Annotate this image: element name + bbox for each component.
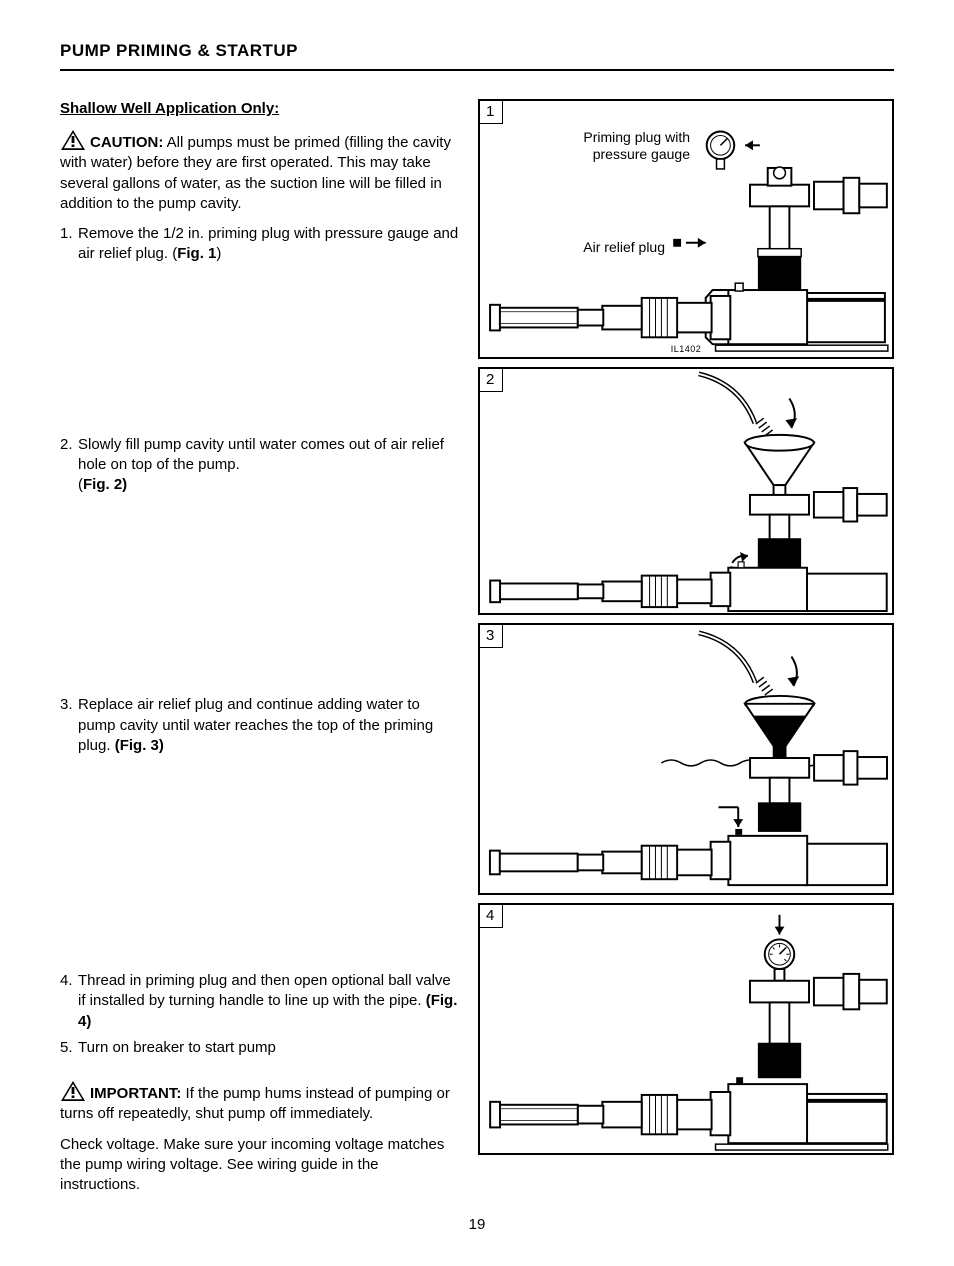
step-text: Slowly fill pump cavity until water come…	[78, 436, 444, 473]
step-1: 1. Remove the 1/2 in. priming plug with …	[60, 224, 460, 265]
figure-number: 4	[479, 904, 503, 928]
step-4: 4. Thread in priming plug and then open …	[60, 971, 460, 1032]
figure-2: 2	[478, 367, 894, 615]
caution-label: CAUTION:	[90, 134, 163, 151]
important-block: IMPORTANT: If the pump hums instead of p…	[60, 1080, 460, 1125]
figure-label-air: Air relief plug	[565, 239, 665, 256]
step-3: 3. Replace air relief plug and continue …	[60, 695, 460, 756]
figure-label-priming: Priming plug with pressure gauge	[580, 129, 690, 163]
figure-1: 1 Priming plug with pressure gauge Air r…	[478, 99, 894, 359]
text-column: Shallow Well Application Only: CAUTION: …	[60, 99, 460, 1196]
important-label: IMPORTANT:	[90, 1085, 181, 1102]
fig-ref: Fig. 1	[177, 245, 216, 262]
figure-3: 3	[478, 623, 894, 895]
step-number: 3.	[60, 695, 78, 756]
step-text-close: )	[216, 245, 221, 262]
figure-4: 4	[478, 903, 894, 1155]
figure-column: 1 Priming plug with pressure gauge Air r…	[478, 99, 894, 1196]
page-title: PUMP PRIMING & STARTUP	[60, 40, 894, 71]
pump-diagram-3	[480, 625, 892, 893]
figure-number: 3	[479, 624, 503, 648]
step-2: 2. Slowly fill pump cavity until water c…	[60, 435, 460, 496]
fig-ref: (Fig. 3)	[115, 737, 164, 754]
step-number: 1.	[60, 224, 78, 265]
step-number: 4.	[60, 971, 78, 1032]
step-text: Turn on breaker to start pump	[78, 1039, 276, 1056]
step-number: 2.	[60, 435, 78, 496]
content-columns: Shallow Well Application Only: CAUTION: …	[60, 99, 894, 1196]
caution-block: CAUTION: All pumps must be primed (filli…	[60, 129, 460, 214]
voltage-note: Check voltage. Make sure your incoming v…	[60, 1135, 460, 1196]
step-text: Thread in priming plug and then open opt…	[78, 972, 451, 1009]
step-text: Remove the 1/2 in. priming plug with pre…	[78, 225, 458, 262]
subheading: Shallow Well Application Only:	[60, 99, 460, 119]
pump-diagram-2	[480, 369, 892, 613]
figure-number: 2	[479, 368, 503, 392]
figure-code: IL1402	[671, 343, 702, 355]
pump-diagram-4	[480, 905, 892, 1153]
step-5: 5. Turn on breaker to start pump	[60, 1038, 460, 1058]
step-number: 5.	[60, 1038, 78, 1058]
figure-number: 1	[479, 100, 503, 124]
warning-icon	[60, 1080, 86, 1102]
warning-icon	[60, 129, 86, 151]
fig-ref: Fig. 2)	[83, 476, 127, 493]
page-number: 19	[60, 1215, 894, 1235]
